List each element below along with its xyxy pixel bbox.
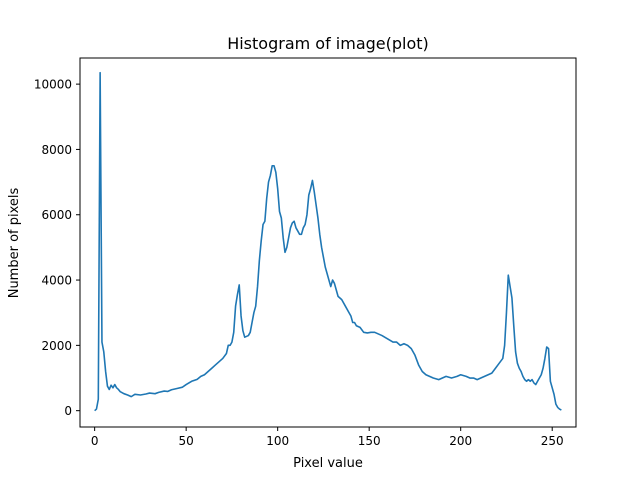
- y-tick-label: 2000: [41, 339, 72, 353]
- y-tick-label: 0: [64, 404, 72, 418]
- y-axis: 0 2000 4000 6000 8000 10000: [34, 78, 80, 418]
- x-tick-label: 50: [179, 434, 194, 448]
- y-axis-label: Number of pixels: [7, 187, 22, 298]
- x-axis: 0 50 100 150 200 250: [91, 427, 564, 448]
- chart-title: Histogram of image(plot): [227, 34, 429, 53]
- plot-area: [94, 71, 562, 412]
- y-tick-label: 8000: [41, 143, 72, 157]
- x-tick-label: 150: [358, 434, 381, 448]
- axes-frame: [79, 57, 577, 428]
- x-tick-label: 250: [541, 434, 564, 448]
- series-line-0: [94, 71, 562, 412]
- y-tick-label: 4000: [41, 274, 72, 288]
- y-tick-label: 10000: [34, 78, 72, 92]
- y-tick-label: 6000: [41, 208, 72, 222]
- x-tick-label: 0: [91, 434, 99, 448]
- x-tick-label: 200: [449, 434, 472, 448]
- x-axis-label: Pixel value: [293, 456, 363, 471]
- x-tick-label: 100: [266, 434, 289, 448]
